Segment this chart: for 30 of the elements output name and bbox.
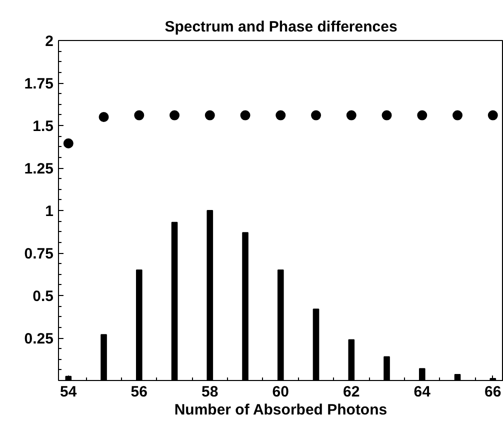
point xyxy=(346,110,356,120)
y-tick-label: 1.25 xyxy=(24,160,54,178)
y-tick-label: 1 xyxy=(45,203,54,220)
y-tick-label: 0.75 xyxy=(24,246,54,262)
x-axis-title: Number of Absorbed Photons xyxy=(174,402,388,418)
point xyxy=(488,110,498,120)
point xyxy=(382,110,392,120)
point xyxy=(170,110,180,120)
y-tick-label: 0.5 xyxy=(32,288,54,305)
x-tick-label: 60 xyxy=(272,384,289,400)
point xyxy=(204,110,215,120)
y-tick-label: 1.5 xyxy=(32,118,54,135)
x-tick-label: 64 xyxy=(414,384,432,400)
y-tick-label: 0.25 xyxy=(24,330,54,348)
point xyxy=(98,112,109,122)
point xyxy=(63,138,74,148)
y-tick-label: 1.75 xyxy=(24,76,54,92)
point xyxy=(240,110,250,120)
x-tick-label: 54 xyxy=(60,384,78,400)
point xyxy=(311,110,322,120)
point xyxy=(452,110,463,120)
x-tick-label: 66 xyxy=(484,384,502,400)
x-tick-label: 56 xyxy=(130,384,148,400)
y-tick-label: 2 xyxy=(45,33,54,50)
point xyxy=(417,110,428,120)
point xyxy=(276,110,286,120)
x-tick-label: 62 xyxy=(343,384,360,400)
chart-title: Spectrum and Phase differences xyxy=(164,18,398,36)
x-tick-label: 58 xyxy=(202,384,218,400)
point xyxy=(134,110,144,120)
